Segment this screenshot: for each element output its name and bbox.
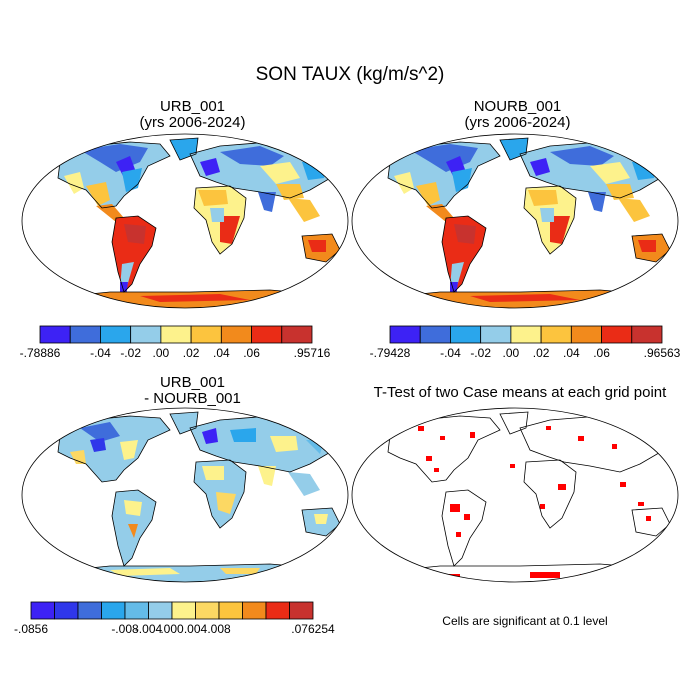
- map-urb: [21, 133, 349, 309]
- colorbar-diff: -.0856 -.008-.004.000.004.008 .076254: [14, 601, 335, 636]
- colorbar-swatch: [54, 601, 79, 620]
- colorbar-swatch: [450, 325, 482, 344]
- colorbar-label: .06: [593, 346, 610, 360]
- map-border: [21, 407, 349, 583]
- panel-title-line1: NOURB_001: [473, 98, 562, 115]
- colorbar-label: .076254: [291, 622, 335, 636]
- colorbar-swatch: [30, 601, 55, 620]
- colorbar-label: .02: [533, 346, 550, 360]
- colorbar-swatch: [419, 325, 451, 344]
- colorbar-swatch: [77, 601, 102, 620]
- panel-title-urb: URB_001 (yrs 2006-2024): [35, 99, 350, 131]
- colorbar-swatch: [100, 325, 132, 344]
- colorbar-label: -.004: [135, 622, 163, 636]
- colorbar-label: .00: [503, 346, 520, 360]
- colorbar-swatch: [242, 601, 267, 620]
- colorbar-label: -.0856: [14, 622, 48, 636]
- panel-title-line1: URB_001: [159, 374, 226, 391]
- colorbar-label: -.04: [90, 346, 111, 360]
- colorbar-label: -.79428: [370, 346, 411, 360]
- colorbar-label: .008: [207, 622, 231, 636]
- panel-title-ttest: T-Test of two Case means at each grid po…: [350, 385, 690, 401]
- colorbar-label: -.02: [470, 346, 491, 360]
- colorbar-swatch: [130, 325, 162, 344]
- colorbar-swatch: [570, 325, 602, 344]
- panel-title-line1: T-Test of two Case means at each grid po…: [373, 384, 667, 401]
- colorbar-label: .96563: [644, 346, 681, 360]
- colorbar-label: .004: [184, 622, 208, 636]
- colorbar-swatch: [601, 325, 633, 344]
- panel-title-nourb: NOURB_001 (yrs 2006-2024): [360, 99, 675, 131]
- panel-title-diff: URB_001 - NOURB_001: [35, 375, 350, 407]
- colorbar-swatch: [389, 325, 421, 344]
- colorbar-swatch: [218, 601, 243, 620]
- colorbar-label: -.78886: [20, 346, 61, 360]
- map-nourb: [351, 133, 679, 309]
- colorbar-nourb: -.79428 -.04 -.02 .00 .02 .04 .06 .96563: [370, 325, 681, 360]
- colorbar-swatch: [220, 325, 252, 344]
- panel-title-line2: - NOURB_001: [144, 390, 241, 407]
- colorbar-swatch: [148, 601, 173, 620]
- colorbar-swatch: [195, 601, 220, 620]
- ocean-background: [352, 408, 678, 582]
- colorbar-label: .00: [153, 346, 170, 360]
- colorbar-label: .95716: [294, 346, 331, 360]
- land-field: [22, 138, 348, 308]
- figure-title: SON TAUX (kg/m/s^2): [255, 64, 445, 85]
- colorbar-label: .000: [160, 622, 184, 636]
- colorbar-label: .04: [563, 346, 580, 360]
- colorbar-swatch: [540, 325, 572, 344]
- colorbar-label: .04: [213, 346, 230, 360]
- panel-title-line2: (yrs 2006-2024): [464, 114, 571, 131]
- map-diff: [21, 407, 349, 583]
- colorbar-urb: -.78886 -.04 -.02 .00 .02 .04 .06 .95716: [20, 325, 331, 360]
- colorbar-swatch: [190, 325, 222, 344]
- map-border: [351, 407, 679, 583]
- colorbar-swatch: [171, 601, 196, 620]
- colorbar-swatch: [101, 601, 126, 620]
- colorbar-swatch: [251, 325, 283, 344]
- colorbar-swatch: [265, 601, 290, 620]
- colorbar-label: .06: [243, 346, 260, 360]
- land-field: [22, 412, 348, 582]
- panel-title-line1: URB_001: [159, 98, 226, 115]
- panel-title-line2: (yrs 2006-2024): [139, 114, 246, 131]
- colorbar-label: -.008: [111, 622, 139, 636]
- colorbar-label: -.02: [120, 346, 141, 360]
- colorbar-swatch: [281, 325, 313, 344]
- map-ttest: [351, 407, 679, 583]
- colorbar-swatch: [69, 325, 101, 344]
- colorbar-label: -.04: [440, 346, 461, 360]
- map-border: [351, 133, 679, 309]
- colorbar-swatch: [510, 325, 542, 344]
- colorbar-swatch: [480, 325, 512, 344]
- colorbar-swatch: [631, 325, 663, 344]
- significance-note: Cells are significant at 0.1 level: [442, 614, 608, 628]
- colorbar-swatch: [124, 601, 149, 620]
- colorbar-label: .02: [183, 346, 200, 360]
- colorbar-swatch: [39, 325, 71, 344]
- colorbar-swatch: [160, 325, 192, 344]
- colorbar-swatch: [289, 601, 314, 620]
- map-border: [21, 133, 349, 309]
